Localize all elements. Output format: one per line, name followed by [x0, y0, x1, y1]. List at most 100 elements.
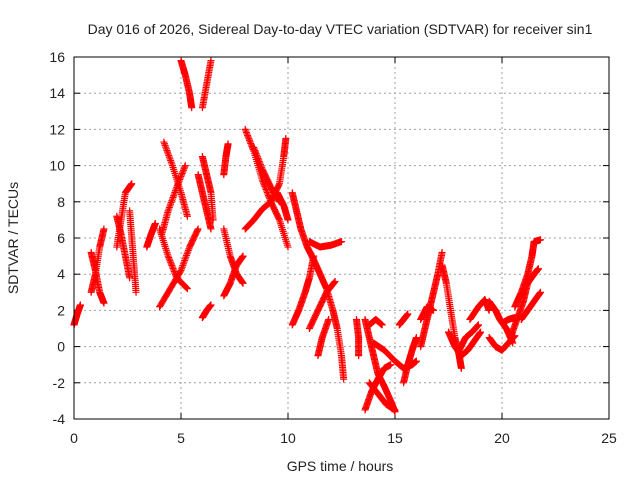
- x-tick-label: 5: [177, 430, 185, 446]
- data-point: [164, 207, 172, 215]
- data-point: [165, 205, 173, 213]
- y-tick-label: 6: [57, 230, 65, 246]
- data-point: [257, 162, 265, 170]
- data-point: [178, 265, 186, 273]
- data-point: [338, 238, 345, 246]
- series-s24: [288, 189, 348, 383]
- data-point: [485, 306, 493, 314]
- data-point: [245, 136, 253, 144]
- data-point: [162, 145, 170, 153]
- series-s38: [417, 303, 438, 323]
- data-point: [194, 225, 202, 233]
- data-point: [256, 159, 264, 167]
- data-point: [252, 150, 260, 158]
- data-point: [246, 138, 254, 146]
- data-point: [128, 180, 136, 188]
- data-point: [180, 165, 188, 173]
- data-point: [165, 153, 173, 161]
- data-point: [243, 130, 251, 138]
- data-point: [256, 161, 264, 169]
- data-point: [239, 279, 247, 287]
- series-s12: [177, 57, 196, 112]
- data-point: [534, 265, 542, 273]
- data-point: [178, 171, 186, 179]
- data-point: [167, 258, 175, 266]
- data-point: [167, 260, 175, 268]
- data-point: [181, 163, 189, 171]
- data-point: [161, 141, 169, 149]
- series-s21: [241, 134, 290, 233]
- data-point: [430, 306, 438, 314]
- x-axis-label: GPS time / hours: [287, 458, 394, 474]
- data-point: [170, 268, 178, 276]
- data-point: [167, 157, 175, 165]
- series-s25: [288, 252, 318, 329]
- data-point: [282, 134, 290, 142]
- data-point: [160, 140, 168, 148]
- data-point: [168, 197, 176, 205]
- x-tick-label: 0: [70, 430, 78, 446]
- data-point: [263, 188, 271, 196]
- data-point: [76, 301, 84, 309]
- data-point: [184, 246, 192, 254]
- data-point: [167, 198, 175, 206]
- data-point: [244, 132, 252, 140]
- data-point: [179, 260, 187, 268]
- data-point: [184, 248, 192, 256]
- series-s05: [113, 212, 134, 282]
- grid-layer: [74, 57, 609, 419]
- data-point: [168, 261, 176, 269]
- y-tick-label: 10: [49, 158, 65, 174]
- data-point: [247, 139, 255, 147]
- series-s26: [305, 238, 345, 251]
- data-point: [167, 158, 175, 166]
- data-point: [250, 145, 258, 153]
- series-s13: [198, 57, 215, 112]
- data-point: [537, 236, 545, 244]
- data-point: [477, 328, 485, 336]
- data-point: [255, 156, 263, 164]
- data-point: [245, 135, 253, 143]
- data-point: [164, 148, 172, 156]
- x-tick-label: 20: [494, 430, 510, 446]
- data-point: [209, 216, 217, 224]
- series-s14: [194, 171, 215, 233]
- series-s03: [87, 248, 108, 307]
- data-point: [183, 212, 191, 220]
- data-point: [179, 166, 187, 174]
- data-point: [177, 267, 185, 275]
- series-s41: [455, 321, 482, 354]
- data-point: [457, 364, 465, 372]
- data-point: [178, 263, 186, 271]
- data-point: [537, 288, 545, 296]
- data-point: [340, 375, 348, 383]
- series-s47: [511, 236, 545, 311]
- series-s36: [395, 310, 412, 329]
- data-point: [387, 361, 395, 369]
- data-point: [169, 265, 177, 273]
- data-point: [207, 225, 215, 233]
- data-point: [170, 192, 178, 200]
- data-point: [177, 172, 185, 180]
- data-point: [262, 185, 270, 193]
- series-s27: [305, 277, 339, 332]
- data-point: [126, 274, 134, 282]
- chart-title: Day 016 of 2026, Sidereal Day-to-day VTE…: [88, 21, 593, 37]
- y-axis-label: SDTVAR / TECUs: [5, 182, 21, 294]
- data-point: [169, 193, 177, 201]
- series-s33: [365, 315, 386, 329]
- series-s46: [507, 265, 542, 342]
- data-point: [170, 190, 178, 198]
- series-s11: [156, 225, 202, 311]
- series-s23: [273, 189, 292, 224]
- data-point: [183, 251, 191, 259]
- data-point: [331, 277, 339, 285]
- y-tick-label: -2: [53, 375, 66, 391]
- data-point: [474, 321, 482, 329]
- data-point: [160, 138, 168, 146]
- data-point: [168, 263, 176, 271]
- data-point: [253, 153, 261, 161]
- data-point: [176, 268, 184, 276]
- series-s28: [314, 315, 333, 360]
- data-point: [284, 216, 292, 224]
